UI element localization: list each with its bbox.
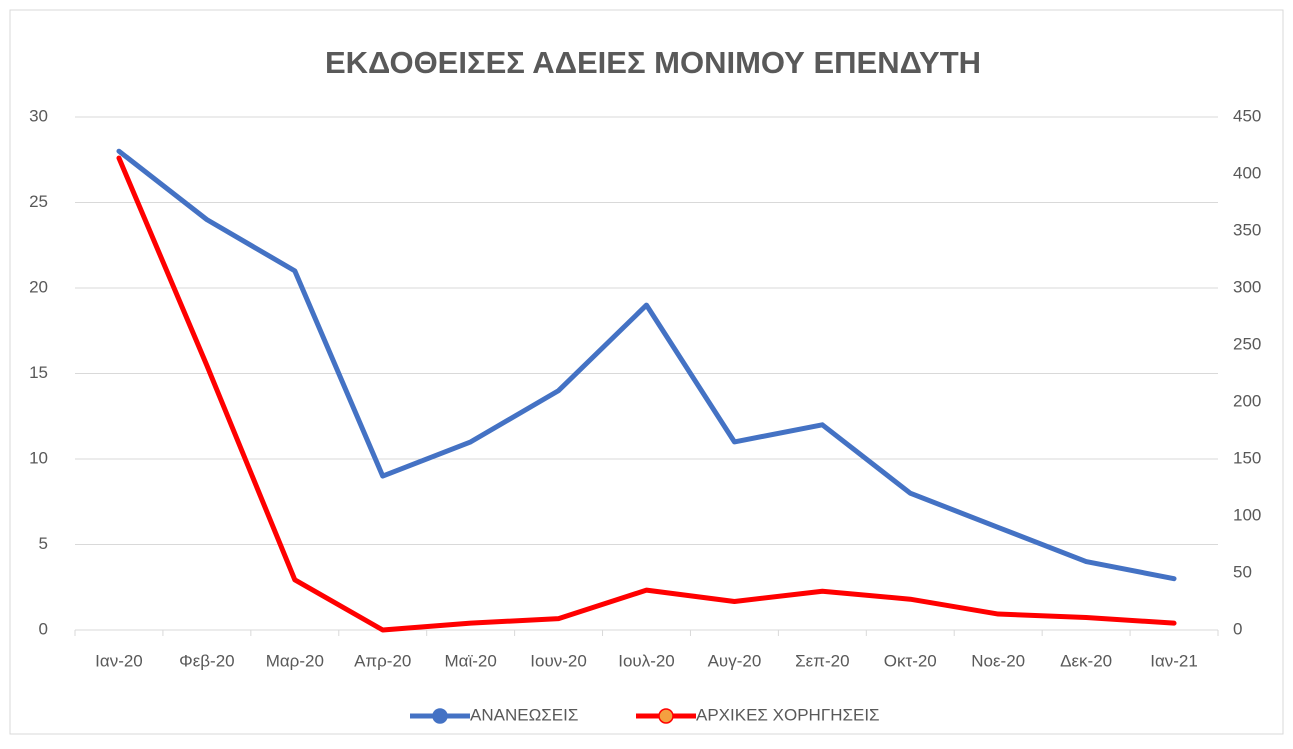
x-tick-label: Νοε-20 [971,651,1025,670]
x-tick-label: Μαϊ-20 [444,651,496,670]
x-tick-label: Φεβ-20 [179,651,235,670]
y2-tick-label: 200 [1233,391,1261,410]
x-tick-label: Απρ-20 [354,651,411,670]
legend-label: ΑΡΧΙΚΕΣ ΧΟΡΗΓΗΣΕΙΣ [696,705,880,724]
y2-tick-label: 400 [1233,163,1261,182]
x-tick-label: Δεκ-20 [1060,651,1112,670]
legend-label: ΑΝΑΝΕΩΣΕΙΣ [470,705,578,724]
y2-tick-label: 0 [1233,619,1242,638]
chart-title: ΕΚΔΟΘΕΙΣΕΣ ΑΔΕΙΕΣ ΜΟΝΙΜΟΥ ΕΠΕΝΔΥΤΗ [325,45,981,80]
x-tick-label: Ιουν-20 [530,651,587,670]
chart-border [9,9,1284,735]
x-tick-label: Οκτ-20 [884,651,937,670]
y2-tick-label: 450 [1233,106,1261,125]
legend-marker [658,708,674,724]
y-tick-label: 25 [29,192,48,211]
y2-tick-label: 50 [1233,562,1252,581]
y-tick-label: 10 [29,448,48,467]
y-tick-label: 30 [29,106,48,125]
legend-marker [432,708,448,724]
x-tick-label: Ιαν-21 [1150,651,1198,670]
x-tick-label: Σεπ-20 [795,651,849,670]
x-tick-label: Ιαν-20 [95,651,143,670]
x-tick-label: Μαρ-20 [266,651,324,670]
y-tick-label: 20 [29,277,48,296]
y-tick-label: 15 [29,363,48,382]
series-line [116,155,1177,633]
y-tick-label: 0 [39,619,48,638]
y2-tick-label: 150 [1233,448,1261,467]
y-tick-label: 5 [39,534,48,553]
y2-tick-label: 100 [1233,505,1261,524]
x-tick-label: Ιουλ-20 [618,651,675,670]
series-line [116,148,1177,582]
y2-tick-label: 300 [1233,277,1261,296]
x-tick-label: Αυγ-20 [708,651,762,670]
y2-tick-label: 250 [1233,334,1261,353]
y2-tick-label: 350 [1233,220,1261,239]
